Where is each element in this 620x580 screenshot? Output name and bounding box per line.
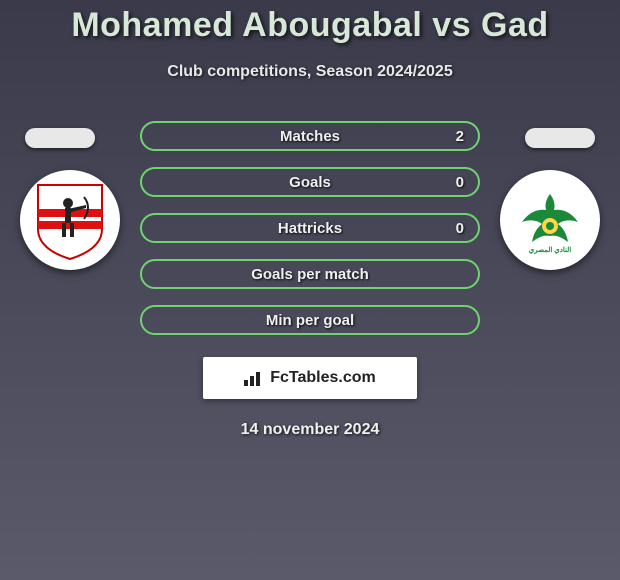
stat-label: Goals per match xyxy=(251,266,369,283)
platform-right xyxy=(525,128,595,148)
site-name: FcTables.com xyxy=(270,369,376,387)
stat-value: 0 xyxy=(456,174,464,191)
svg-text:النادي المصري: النادي المصري xyxy=(529,246,571,255)
stat-row-goals-per-match: Goals per match xyxy=(140,259,480,289)
stat-label: Goals xyxy=(289,174,331,191)
page-subtitle: Club competitions, Season 2024/2025 xyxy=(0,63,620,81)
stat-label: Min per goal xyxy=(266,312,354,329)
stat-row-min-per-goal: Min per goal xyxy=(140,305,480,335)
zamalek-shield-icon xyxy=(34,179,106,261)
stat-row-matches: Matches 2 xyxy=(140,121,480,151)
stat-value: 0 xyxy=(456,220,464,237)
team-crest-right: النادي المصري xyxy=(500,170,600,270)
platform-left xyxy=(25,128,95,148)
stat-label: Matches xyxy=(280,128,340,145)
almasry-eagle-icon: النادي المصري xyxy=(510,180,590,260)
chart-bars-icon xyxy=(244,370,264,386)
stat-row-hattricks: Hattricks 0 xyxy=(140,213,480,243)
site-logo: FcTables.com xyxy=(203,357,417,399)
page-title: Mohamed Abougabal vs Gad xyxy=(0,0,620,45)
team-crest-left xyxy=(20,170,120,270)
stat-label: Hattricks xyxy=(278,220,342,237)
stat-value: 2 xyxy=(456,128,464,145)
stat-row-goals: Goals 0 xyxy=(140,167,480,197)
snapshot-date: 14 november 2024 xyxy=(0,421,620,439)
